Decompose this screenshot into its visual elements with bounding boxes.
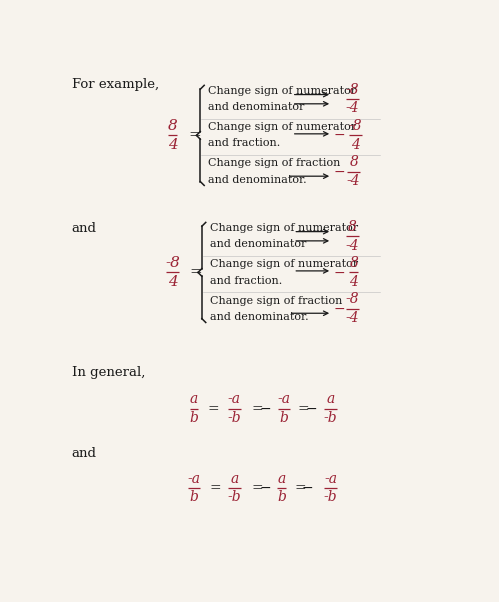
Text: -8: -8 <box>348 119 362 133</box>
Text: -4: -4 <box>345 311 359 325</box>
Text: Change sign of numerator: Change sign of numerator <box>210 223 358 233</box>
Text: =: = <box>251 481 263 495</box>
Text: −: − <box>334 128 345 143</box>
Text: and fraction.: and fraction. <box>208 138 280 149</box>
Text: −: − <box>259 481 271 495</box>
Text: -b: -b <box>228 491 241 504</box>
Text: -b: -b <box>324 411 337 425</box>
Text: and fraction.: and fraction. <box>210 276 282 285</box>
Text: 8: 8 <box>349 155 358 169</box>
Text: and denominator.: and denominator. <box>210 312 308 321</box>
Text: =: = <box>298 402 309 416</box>
Text: 4: 4 <box>349 275 358 289</box>
Text: −: − <box>302 481 313 495</box>
Text: -b: -b <box>228 411 241 425</box>
Text: and: and <box>72 222 97 235</box>
Text: -4: -4 <box>345 238 359 253</box>
Text: =: = <box>210 481 221 495</box>
Text: a: a <box>277 472 286 486</box>
Text: Change sign of fraction: Change sign of fraction <box>208 158 340 169</box>
Text: 8: 8 <box>349 256 358 270</box>
Text: −: − <box>259 402 271 416</box>
Text: Change sign of numerator: Change sign of numerator <box>210 259 358 269</box>
Text: b: b <box>190 411 199 425</box>
Text: and: and <box>72 447 97 461</box>
Text: b: b <box>277 491 286 504</box>
Text: −: − <box>306 402 317 416</box>
Text: and denominator: and denominator <box>208 102 304 112</box>
Text: 4: 4 <box>351 138 360 152</box>
Text: Change sign of numerator: Change sign of numerator <box>208 86 356 96</box>
Text: -a: -a <box>277 393 290 406</box>
Text: Change sign of numerator: Change sign of numerator <box>208 122 356 132</box>
Text: 4: 4 <box>168 138 177 152</box>
Text: -a: -a <box>324 472 337 486</box>
Text: -4: -4 <box>345 102 359 116</box>
Text: For example,: For example, <box>72 78 159 92</box>
Text: and denominator: and denominator <box>210 240 306 249</box>
Text: and denominator.: and denominator. <box>208 175 307 185</box>
Text: =: = <box>188 128 201 143</box>
Text: a: a <box>190 393 198 406</box>
Text: -8: -8 <box>345 83 359 97</box>
Text: -b: -b <box>324 491 337 504</box>
Text: −: − <box>334 302 345 315</box>
Text: 8: 8 <box>348 220 357 234</box>
Text: b: b <box>190 491 199 504</box>
Text: -4: -4 <box>347 174 361 188</box>
Text: b: b <box>279 411 288 425</box>
Text: -8: -8 <box>345 293 359 306</box>
Text: -8: -8 <box>165 256 180 270</box>
Text: a: a <box>326 393 335 406</box>
Text: =: = <box>207 402 219 416</box>
Text: =: = <box>251 402 263 416</box>
Text: −: − <box>334 265 345 279</box>
Text: =: = <box>294 481 306 495</box>
Text: 4: 4 <box>168 275 177 289</box>
Text: −: − <box>334 164 345 179</box>
Text: =: = <box>190 265 202 279</box>
Text: In general,: In general, <box>72 367 145 379</box>
Text: -a: -a <box>188 472 201 486</box>
Text: 8: 8 <box>168 119 177 133</box>
Text: a: a <box>231 472 239 486</box>
Text: Change sign of fraction: Change sign of fraction <box>210 296 342 306</box>
Text: -a: -a <box>228 393 241 406</box>
